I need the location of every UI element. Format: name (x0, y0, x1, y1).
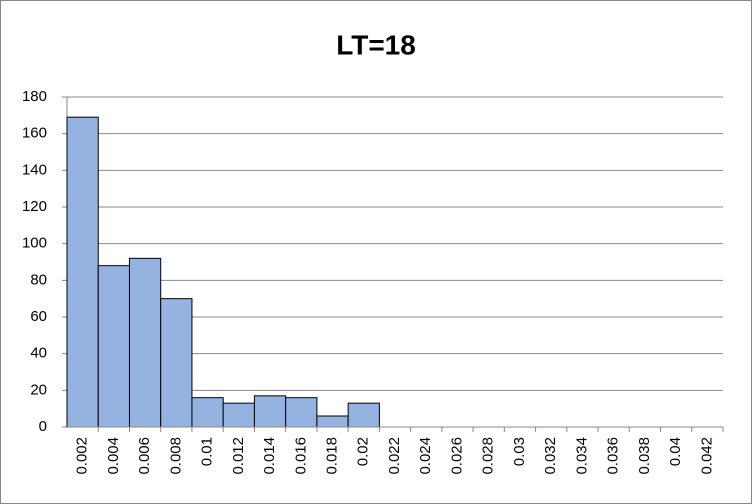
y-tick-label: 100 (22, 235, 47, 252)
y-tick-label: 60 (30, 308, 47, 325)
y-tick-label: 80 (30, 271, 47, 288)
chart-title: LT=18 (336, 29, 416, 60)
x-tick-label: 0.026 (448, 437, 465, 475)
bar (128, 257, 162, 428)
bar (253, 395, 287, 428)
x-tick-label: 0.036 (605, 437, 622, 475)
y-tick-label: 180 (22, 88, 47, 105)
bar (222, 402, 255, 428)
x-tick-label: 0.014 (261, 437, 278, 475)
y-tick-label: 40 (30, 345, 47, 362)
bar (285, 397, 318, 428)
x-tick-label: 0.002 (74, 437, 91, 475)
x-tick-label: 0.04 (667, 437, 684, 466)
x-tick-label: 0.03 (511, 437, 528, 466)
bar (66, 116, 99, 428)
x-tick-label: 0.02 (355, 437, 372, 466)
x-tick-label: 0.022 (386, 437, 403, 475)
x-tick-label: 0.012 (230, 437, 247, 475)
y-tick-label: 20 (30, 381, 47, 398)
x-tick-label: 0.004 (105, 437, 122, 475)
x-tick-label: 0.032 (542, 437, 559, 475)
x-tick-label: 0.006 (136, 437, 153, 475)
x-tick-label: 0.038 (636, 437, 653, 475)
bar (97, 265, 130, 428)
x-tick-label: 0.034 (573, 437, 590, 475)
bar (191, 397, 224, 428)
y-tick-label: 120 (22, 198, 47, 215)
x-tick-label: 0.028 (480, 437, 497, 475)
x-tick-label: 0.042 (698, 437, 715, 475)
x-tick-label: 0.016 (292, 437, 309, 475)
y-tick-label: 0 (39, 418, 47, 435)
y-tick-label: 160 (22, 125, 47, 142)
bar (316, 415, 349, 428)
x-tick-label: 0.024 (417, 437, 434, 475)
x-tick-label: 0.01 (199, 437, 216, 466)
bar (160, 298, 193, 428)
x-tick-label: 0.018 (323, 437, 340, 475)
y-tick-label: 140 (22, 161, 47, 178)
bar (347, 402, 380, 428)
x-tick-label: 0.008 (167, 437, 184, 475)
